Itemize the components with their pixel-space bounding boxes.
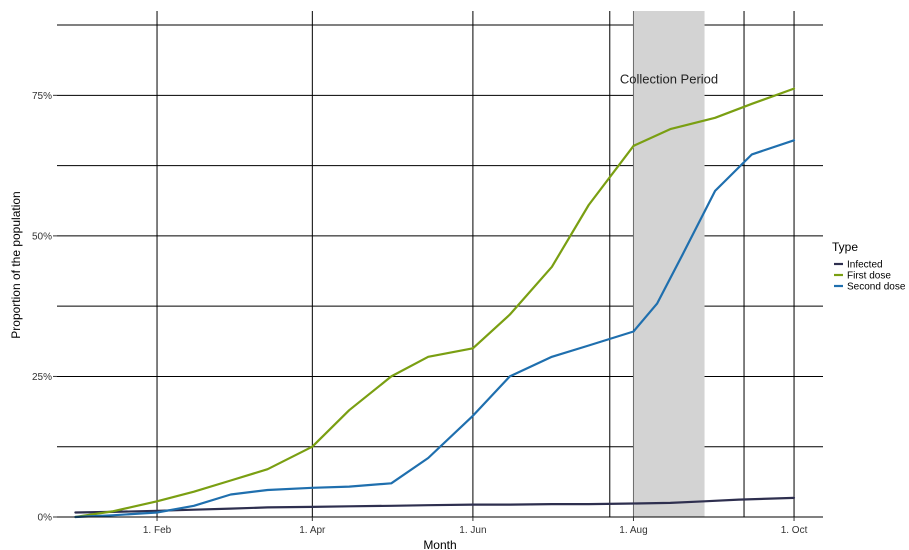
legend-label-first-dose: First dose — [847, 271, 891, 282]
legend-label-second-dose: Second dose — [847, 282, 906, 293]
y-tick-label-1: 25% — [32, 372, 52, 383]
series-line-second-dose — [74, 139, 796, 519]
y-axis-title: Proportion of the population — [9, 191, 23, 338]
collection-period: Collection Period — [620, 11, 718, 517]
x-tick-label-4: 1. Oct — [781, 525, 808, 536]
x-axis-title: Month — [423, 538, 456, 550]
y-tick-label-0: 0% — [38, 513, 53, 524]
x-tick-label-1: 1. Apr — [299, 525, 326, 536]
collection-period-band — [633, 11, 705, 517]
series-line-infected — [74, 496, 796, 514]
series-lines — [74, 87, 796, 519]
legend-label-infected: Infected — [847, 260, 883, 271]
x-tick-label-0: 1. Feb — [143, 525, 172, 536]
y-tick-label-2: 50% — [32, 231, 52, 242]
grid-lines — [57, 11, 823, 518]
y-tick-label-3: 75% — [32, 91, 52, 102]
collection-period-label: Collection Period — [620, 71, 718, 86]
series-line-first-dose — [74, 87, 796, 519]
legend-title: Type — [832, 240, 858, 254]
y-tick-labels: 0% 25% 50% 75% — [32, 91, 57, 524]
x-tick-labels: 1. Feb 1. Apr 1. Jun 1. Aug 1. Oct — [143, 517, 808, 536]
x-tick-label-2: 1. Jun — [459, 525, 486, 536]
x-tick-label-3: 1. Aug — [619, 525, 647, 536]
